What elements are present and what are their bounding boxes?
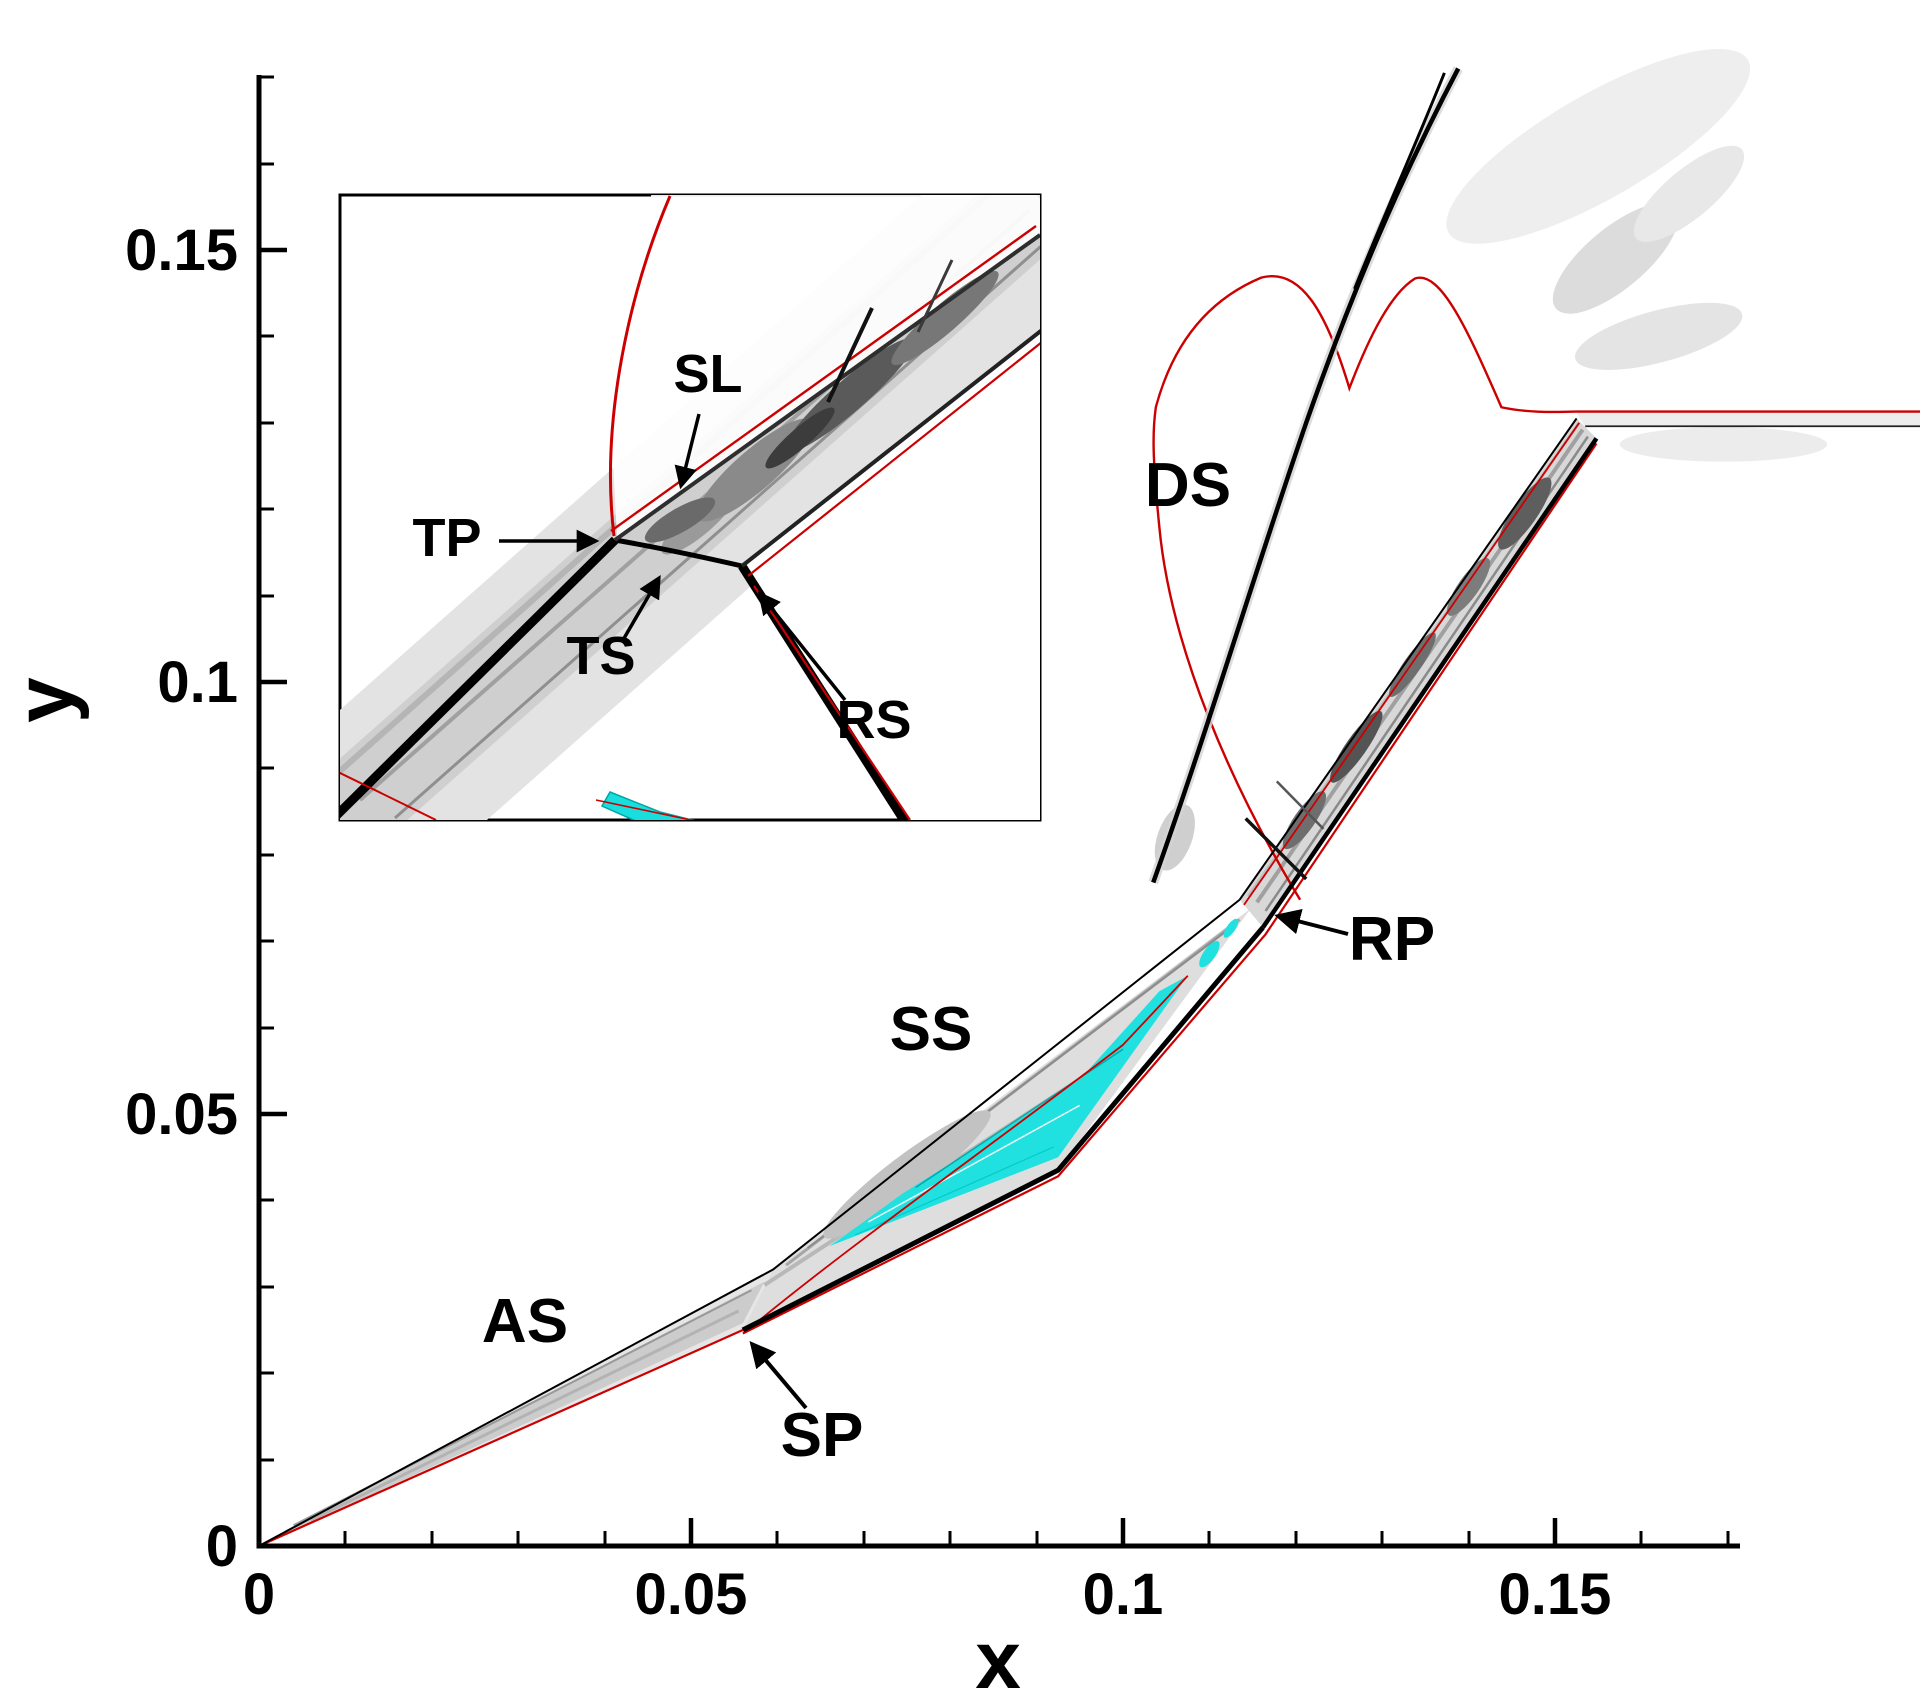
x-tick-label-0: 0 — [243, 1562, 275, 1627]
inset-incident-shock — [340, 536, 619, 819]
y-axis-label: y — [0, 677, 90, 723]
inset-red-curve — [609, 195, 672, 537]
y-tick-label-3: 0.15 — [125, 218, 238, 283]
annotation-TP: TP — [412, 508, 481, 568]
y-minor-ticks — [259, 75, 274, 1462]
x-axis-label: x — [975, 1615, 1021, 1706]
annotation-SL-arrow — [674, 413, 701, 490]
annotation-SL: SL — [673, 344, 742, 404]
annotation-RP-arrow — [1274, 908, 1349, 936]
annotation-TS-arrow — [621, 575, 661, 641]
annotation-SP-arrow — [749, 1341, 808, 1410]
red-bubble-top — [760, 976, 1188, 1320]
red-band-upper — [1244, 423, 1579, 905]
surface-separation-line — [743, 927, 1263, 1330]
transverse-shocklet-2 — [1277, 781, 1324, 829]
x-tick-label-1: 0.05 — [635, 1562, 748, 1627]
inset-transmitted-shock — [614, 537, 743, 569]
detached-shock-upper-double — [1355, 73, 1445, 289]
shock-lines — [259, 69, 1920, 1546]
annotation-RS: RS — [836, 690, 911, 750]
attached-shock-line — [259, 900, 1240, 1546]
flow-field — [259, 15, 1920, 1546]
annotation-RS-arrow — [757, 591, 847, 702]
band-upper-edge — [1240, 418, 1577, 899]
annotation-SP: SP — [781, 1401, 864, 1470]
y-major-ticks — [259, 247, 287, 1549]
y-tick-label-1: 0.05 — [125, 1082, 238, 1147]
inset-band-lower-edge — [740, 329, 1040, 568]
inset-sonic-blob — [600, 791, 696, 820]
annotation-AS: AS — [482, 1287, 568, 1356]
annotation-SS: SS — [890, 995, 973, 1064]
axes: 0 0.05 0.1 0.15 0 0.05 0.1 0.15 x y — [0, 75, 1740, 1706]
y-tick-label-2: 0.1 — [157, 650, 238, 715]
y-tick-label-0: 0 — [206, 1514, 238, 1579]
band-lower-edge — [1263, 438, 1597, 927]
x-tick-label-3: 0.15 — [1499, 1562, 1612, 1627]
red-wedge-lower — [259, 1330, 743, 1546]
x-tick-label-2: 0.1 — [1083, 1562, 1164, 1627]
x-minor-ticks — [343, 1531, 1730, 1546]
x-major-ticks — [256, 1518, 1558, 1546]
transverse-shocklet — [1246, 819, 1306, 879]
inset: TP SL TS RS — [338, 193, 1042, 822]
annotations: AS SP SS DS RP — [482, 451, 1435, 1470]
red-separation-lower — [743, 444, 1597, 1334]
annotation-DS: DS — [1145, 451, 1231, 520]
annotation-RP: RP — [1349, 905, 1435, 974]
